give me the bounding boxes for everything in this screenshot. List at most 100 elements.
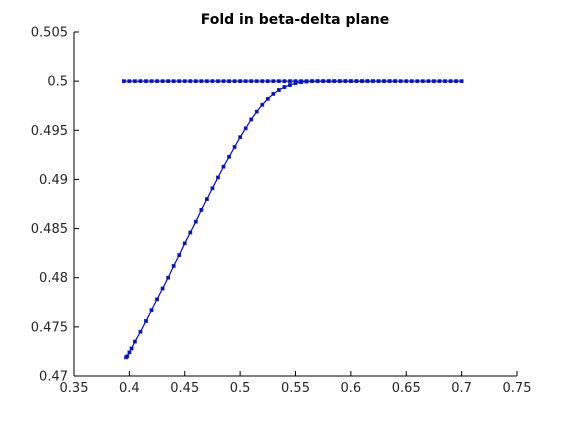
data-point (221, 79, 226, 84)
y-tick-label: 0.485 (31, 222, 68, 237)
data-point (160, 79, 165, 84)
data-point (282, 79, 287, 84)
data-point (127, 350, 132, 355)
data-point (171, 79, 176, 84)
data-point (193, 219, 198, 224)
data-point (426, 79, 431, 84)
data-point (393, 79, 398, 84)
data-point (260, 102, 265, 107)
series-0 (124, 79, 398, 360)
data-point (288, 79, 292, 84)
data-point (276, 88, 281, 92)
x-tick-label: 0.45 (170, 381, 199, 396)
data-point (121, 79, 126, 84)
axes: 0.35 0.4 0.45 0.5 0.55 0.6 0.65 0.7 0.75 0.47 0.47… (31, 26, 532, 397)
data-point (177, 253, 182, 258)
data-point (210, 79, 215, 84)
data-point (232, 145, 237, 149)
data-point (271, 79, 276, 84)
data-point (337, 79, 342, 84)
x-tick-label: 0.5 (230, 381, 251, 396)
data-point (243, 79, 248, 84)
x-tick-label: 0.65 (392, 381, 421, 396)
data-point (144, 79, 148, 84)
data-point (227, 154, 231, 159)
data-point (249, 79, 254, 84)
data-point (155, 297, 159, 302)
data-point (129, 346, 134, 351)
data-point (177, 79, 182, 84)
data-point (205, 79, 209, 84)
data-point (382, 79, 387, 84)
data-point (188, 79, 193, 84)
data-point (182, 241, 187, 246)
data-point (415, 79, 420, 84)
data-point (193, 79, 198, 84)
data-point (254, 109, 259, 114)
x-tick-label: 0.55 (281, 381, 310, 396)
data-point (360, 79, 364, 84)
data-point (125, 354, 130, 359)
data-point (443, 79, 447, 84)
data-point (376, 79, 381, 84)
data-point (454, 79, 458, 84)
x-tick-label: 0.4 (119, 381, 140, 396)
x-tick-label: 0.35 (60, 381, 89, 396)
data-point (232, 79, 237, 84)
data-point (387, 79, 392, 84)
data-point (205, 197, 209, 201)
data-point (437, 79, 442, 84)
data-point (254, 79, 259, 84)
data-point (432, 79, 436, 84)
data-point (365, 79, 370, 84)
data-point (166, 79, 171, 84)
data-point (227, 79, 231, 84)
x-tick-label: 0.7 (451, 381, 472, 396)
data-point (332, 79, 337, 84)
data-point (199, 208, 204, 212)
data-point (348, 79, 353, 84)
data-point (343, 79, 348, 84)
data-point (304, 79, 309, 84)
data-point (182, 79, 187, 84)
data-point (398, 79, 403, 84)
data-point (448, 79, 453, 84)
data-point (271, 92, 276, 96)
y-tick-label: 0.48 (39, 271, 68, 286)
x-tick-label: 0.6 (341, 381, 362, 396)
data-point (282, 85, 287, 89)
data-point (155, 79, 159, 84)
series-layer (121, 79, 464, 360)
y-tick-label: 0.5 (47, 75, 68, 90)
data-point (288, 83, 292, 87)
data-point (409, 79, 414, 84)
data-point (133, 339, 137, 344)
data-point (221, 164, 226, 169)
data-point (371, 79, 375, 84)
data-point (293, 79, 298, 84)
y-tick-label: 0.505 (31, 26, 68, 41)
data-point (321, 79, 326, 84)
data-point (160, 286, 165, 291)
data-point (459, 79, 464, 84)
data-point (249, 117, 254, 122)
data-point (199, 79, 204, 84)
data-point (210, 186, 215, 191)
data-point (420, 79, 425, 84)
chart-title: Fold in beta-delta plane (201, 12, 389, 28)
data-point (265, 79, 270, 84)
data-point (127, 79, 132, 84)
data-point (216, 79, 220, 84)
series-1 (121, 79, 464, 84)
data-point (315, 79, 320, 84)
y-tick-label: 0.495 (31, 124, 68, 139)
data-point (326, 79, 331, 84)
data-point (299, 79, 303, 84)
data-point (133, 79, 137, 84)
data-point (166, 275, 171, 280)
data-point (149, 79, 154, 84)
y-tick-label: 0.49 (39, 173, 68, 188)
data-point (354, 79, 359, 84)
